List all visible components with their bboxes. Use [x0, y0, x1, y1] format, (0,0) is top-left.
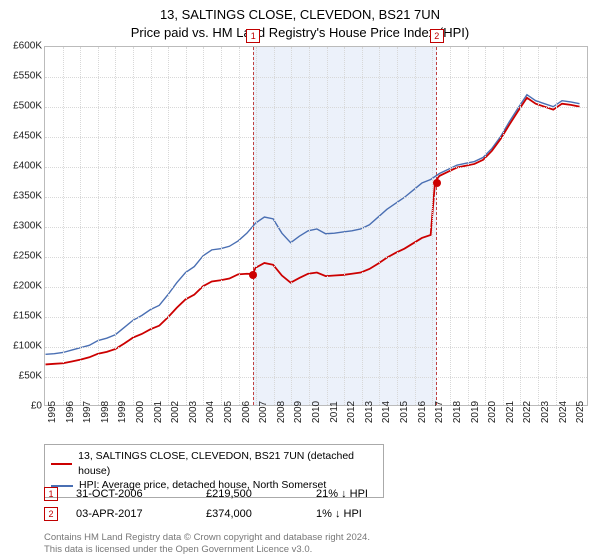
y-axis-label: £450K	[2, 131, 42, 142]
x-axis-label: 2013	[364, 401, 375, 423]
title-address: 13, SALTINGS CLOSE, CLEVEDON, BS21 7UN	[0, 6, 600, 24]
y-axis-label: £250K	[2, 251, 42, 262]
plot-area: 12	[44, 46, 588, 406]
y-axis-label: £550K	[2, 71, 42, 82]
x-axis-label: 2014	[381, 401, 392, 423]
y-axis-label: £50K	[2, 371, 42, 382]
legend-item-property: 13, SALTINGS CLOSE, CLEVEDON, BS21 7UN (…	[51, 449, 377, 478]
x-axis-label: 1997	[82, 401, 93, 423]
x-axis-label: 2017	[434, 401, 445, 423]
x-axis-label: 2011	[329, 401, 340, 423]
chart-container: 13, SALTINGS CLOSE, CLEVEDON, BS21 7UN P…	[0, 0, 600, 560]
sale-price: £219,500	[206, 488, 316, 500]
y-axis-label: £100K	[2, 341, 42, 352]
x-axis-label: 2009	[293, 401, 304, 423]
y-axis-label: £600K	[2, 41, 42, 52]
x-axis-label: 2024	[558, 401, 569, 423]
sale-row: 1 31-OCT-2006 £219,500 21% ↓ HPI	[44, 484, 466, 504]
footer-line: This data is licensed under the Open Gov…	[44, 544, 312, 555]
sale-price: £374,000	[206, 508, 316, 520]
sale-vs-hpi: 21% ↓ HPI	[316, 488, 466, 500]
y-axis-label: £400K	[2, 161, 42, 172]
line-series-svg	[45, 47, 587, 405]
legend-swatch	[51, 463, 72, 465]
series-line-hpi	[46, 95, 580, 355]
y-axis-label: £200K	[2, 281, 42, 292]
x-axis-label: 2022	[522, 401, 533, 423]
x-axis-label: 2025	[575, 401, 586, 423]
sale-row: 2 03-APR-2017 £374,000 1% ↓ HPI	[44, 504, 466, 524]
x-axis-label: 2010	[311, 401, 322, 423]
x-axis-label: 1998	[100, 401, 111, 423]
y-axis-label: £300K	[2, 221, 42, 232]
sale-point-icon	[249, 271, 257, 279]
x-axis-label: 2015	[399, 401, 410, 423]
sale-vs-hpi: 1% ↓ HPI	[316, 508, 466, 520]
sale-marker-box: 2	[430, 29, 444, 43]
title-subtitle: Price paid vs. HM Land Registry's House …	[0, 24, 600, 42]
x-axis-label: 2002	[170, 401, 181, 423]
footer-line: Contains HM Land Registry data © Crown c…	[44, 532, 370, 543]
x-axis-label: 2001	[153, 401, 164, 423]
x-axis-label: 2021	[505, 401, 516, 423]
x-axis-label: 2005	[223, 401, 234, 423]
x-axis-label: 2000	[135, 401, 146, 423]
legend-label: 13, SALTINGS CLOSE, CLEVEDON, BS21 7UN (…	[78, 449, 377, 478]
sale-point-icon	[433, 179, 441, 187]
sale-marker-icon: 1	[44, 487, 58, 501]
sale-date: 03-APR-2017	[76, 508, 206, 520]
x-axis-label: 1995	[47, 401, 58, 423]
x-axis-label: 2020	[487, 401, 498, 423]
sales-table: 1 31-OCT-2006 £219,500 21% ↓ HPI 2 03-AP…	[44, 484, 466, 524]
footer-attribution: Contains HM Land Registry data © Crown c…	[44, 532, 370, 556]
y-axis-label: £350K	[2, 191, 42, 202]
sale-marker-icon: 2	[44, 507, 58, 521]
x-axis-label: 1996	[65, 401, 76, 423]
x-axis-label: 2007	[258, 401, 269, 423]
sale-date: 31-OCT-2006	[76, 488, 206, 500]
x-axis-label: 2003	[188, 401, 199, 423]
x-axis-label: 2019	[470, 401, 481, 423]
x-axis-label: 2016	[417, 401, 428, 423]
sale-marker-box: 1	[246, 29, 260, 43]
x-axis-label: 2012	[346, 401, 357, 423]
x-axis-label: 2018	[452, 401, 463, 423]
y-axis-label: £500K	[2, 101, 42, 112]
x-axis-label: 1999	[117, 401, 128, 423]
x-axis-label: 2004	[205, 401, 216, 423]
y-axis-label: £0	[2, 401, 42, 412]
x-axis-label: 2023	[540, 401, 551, 423]
chart-title: 13, SALTINGS CLOSE, CLEVEDON, BS21 7UN P…	[0, 0, 600, 41]
x-axis-label: 2006	[241, 401, 252, 423]
x-axis-label: 2008	[276, 401, 287, 423]
y-axis-label: £150K	[2, 311, 42, 322]
